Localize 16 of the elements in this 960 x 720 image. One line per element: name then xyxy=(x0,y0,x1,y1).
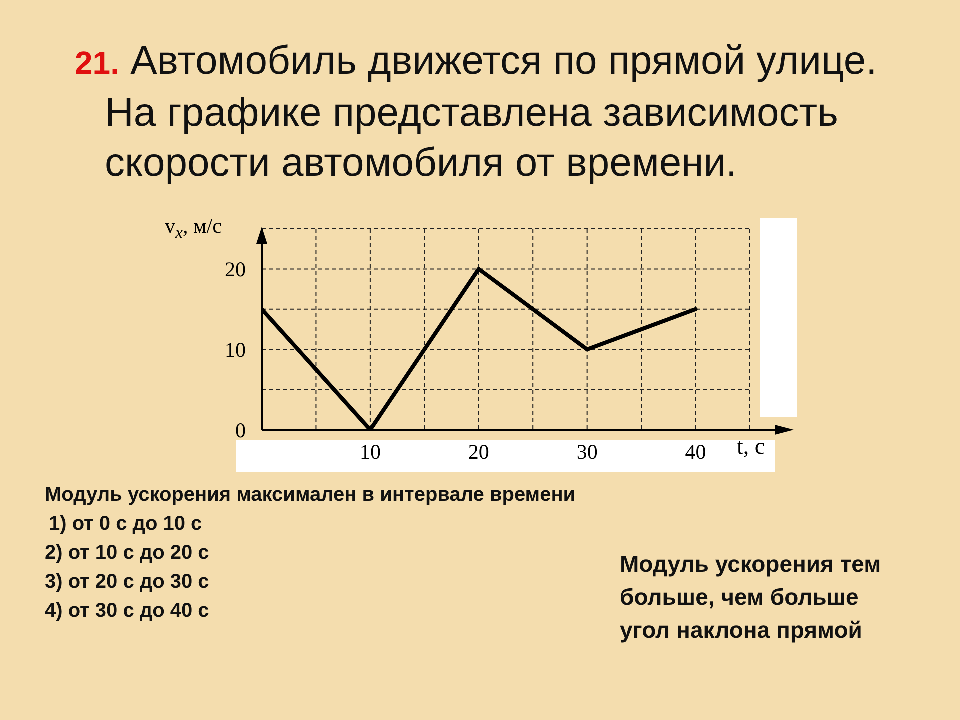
x-tick-label: 10 xyxy=(360,440,381,464)
text: 3) от 20 с до 30 с xyxy=(45,570,210,595)
y-tick-label: 0 xyxy=(236,418,246,442)
x-axis-title: t, с xyxy=(737,434,766,460)
x-tick-label: 40 xyxy=(685,440,706,464)
text: 4) от 30 с до 40 с xyxy=(45,599,210,624)
text: 2) от 10 с до 20 с xyxy=(45,541,210,566)
y-tick-label: 20 xyxy=(225,258,246,282)
text: Модуль ускорения максимален в интервале времени xyxy=(45,483,576,508)
x-tick-label: 30 xyxy=(576,440,598,464)
x-tick-label: 20 xyxy=(468,440,490,464)
y-tick-label: 10 xyxy=(225,338,246,362)
text: 1) от 0 с до 10 с xyxy=(48,512,204,537)
y-axis-title: v$_{x}$, м/с xyxy=(165,214,222,244)
text: Модуль ускорения тем больше, чем больше угол наклона прямой xyxy=(620,550,882,645)
chart-title: 21. Автомобиль движется по прямой улице. На графике представлена зависимость скорости автомобиля от времени. xyxy=(75,38,878,187)
